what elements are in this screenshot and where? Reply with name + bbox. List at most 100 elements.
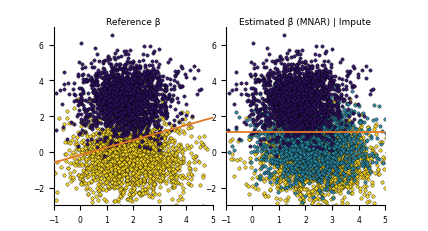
Point xyxy=(130,134,137,137)
Point xyxy=(313,142,320,146)
Point xyxy=(308,143,315,146)
Point xyxy=(123,148,130,152)
Point xyxy=(331,166,338,170)
Point xyxy=(133,125,140,128)
Point xyxy=(296,119,303,123)
Point xyxy=(315,172,322,176)
Point xyxy=(306,108,313,112)
Point xyxy=(318,143,324,147)
Point xyxy=(294,120,300,124)
Point xyxy=(163,77,170,81)
Point xyxy=(78,182,85,186)
Point xyxy=(317,82,324,85)
Point xyxy=(305,194,312,197)
Point xyxy=(319,176,326,180)
Point xyxy=(297,161,303,165)
Point xyxy=(147,146,154,150)
Point xyxy=(331,96,338,100)
Point xyxy=(114,111,121,115)
Point xyxy=(360,163,367,167)
Point xyxy=(138,192,145,196)
Point xyxy=(387,152,394,156)
Point xyxy=(102,115,109,119)
Point xyxy=(112,168,119,172)
Point xyxy=(218,159,225,162)
Point xyxy=(316,149,323,153)
Point xyxy=(96,106,103,109)
Point xyxy=(301,145,308,149)
Point xyxy=(272,170,279,174)
Point xyxy=(316,115,323,118)
Point xyxy=(333,165,340,168)
Point xyxy=(306,160,313,164)
Point xyxy=(305,160,312,164)
Point xyxy=(300,97,307,101)
Point xyxy=(327,167,334,171)
Point xyxy=(284,121,291,124)
Point xyxy=(355,162,362,166)
Point xyxy=(295,137,302,141)
Point xyxy=(93,96,100,100)
Point xyxy=(298,68,305,72)
Point xyxy=(165,121,172,125)
Point xyxy=(316,170,323,173)
Point xyxy=(276,140,283,144)
Point xyxy=(141,167,148,170)
Point xyxy=(312,131,319,134)
Point xyxy=(362,150,369,154)
Point xyxy=(111,128,118,132)
Point xyxy=(337,130,344,134)
Point xyxy=(309,73,316,77)
Point xyxy=(122,150,129,154)
Point xyxy=(268,173,275,177)
Point xyxy=(284,127,291,131)
Point xyxy=(120,102,127,106)
Point xyxy=(249,177,256,180)
Point xyxy=(73,186,80,190)
Point xyxy=(313,72,320,76)
Point xyxy=(273,201,280,205)
Point xyxy=(130,147,137,151)
Point xyxy=(202,145,208,149)
Point xyxy=(296,123,303,127)
Point xyxy=(305,127,312,131)
Point xyxy=(149,141,156,145)
Point xyxy=(279,120,286,123)
Point xyxy=(342,147,349,151)
Point xyxy=(309,98,316,102)
Point xyxy=(275,151,282,155)
Point xyxy=(329,153,336,156)
Point xyxy=(107,110,113,113)
Point xyxy=(121,103,128,106)
Point xyxy=(331,150,338,154)
Point xyxy=(187,69,193,72)
Point xyxy=(169,179,175,183)
Point xyxy=(113,119,120,123)
Point xyxy=(291,183,297,187)
Point xyxy=(347,159,354,162)
Point xyxy=(315,152,322,155)
Point xyxy=(138,125,145,128)
Point xyxy=(294,165,300,169)
Point xyxy=(278,81,285,84)
Point xyxy=(89,78,95,82)
Point xyxy=(93,160,100,163)
Point xyxy=(277,85,284,89)
Point xyxy=(330,103,336,107)
Point xyxy=(312,147,319,151)
Point xyxy=(122,91,128,95)
Point xyxy=(309,167,316,171)
Point xyxy=(94,150,101,154)
Point xyxy=(178,174,185,177)
Point xyxy=(107,100,114,104)
Point xyxy=(130,146,137,150)
Point xyxy=(304,109,311,113)
Point xyxy=(119,122,126,125)
Point xyxy=(295,154,302,158)
Point xyxy=(105,138,112,142)
Point xyxy=(130,104,137,108)
Point xyxy=(76,157,83,161)
Point xyxy=(283,83,290,87)
Point xyxy=(270,91,277,95)
Point xyxy=(324,95,330,99)
